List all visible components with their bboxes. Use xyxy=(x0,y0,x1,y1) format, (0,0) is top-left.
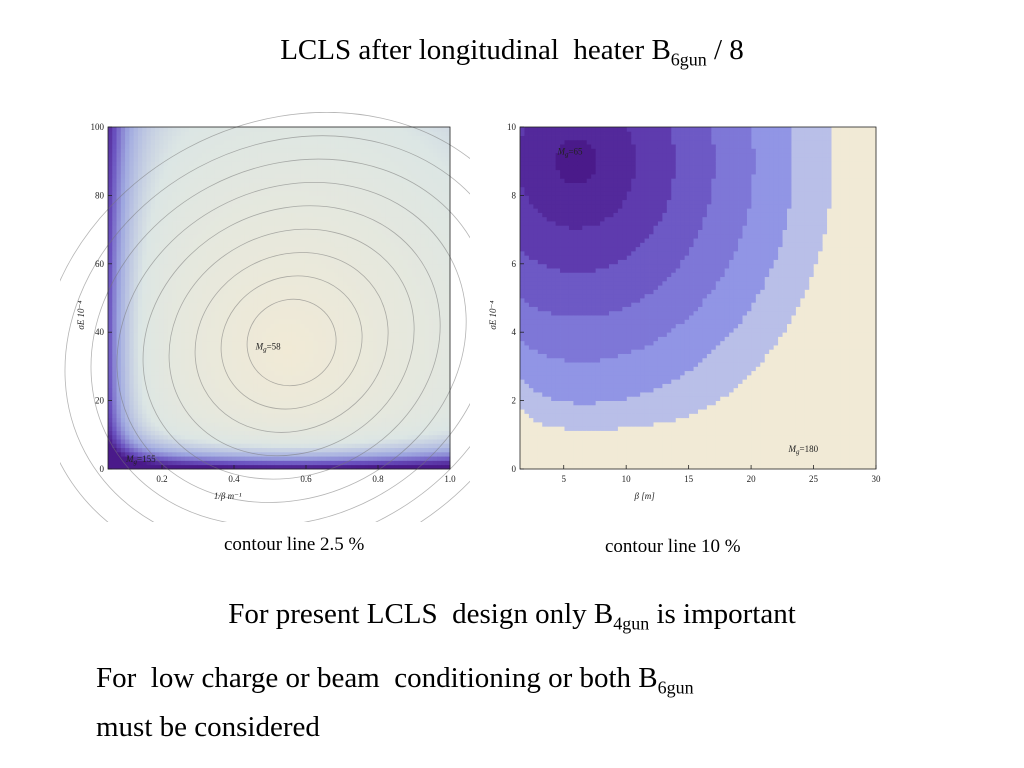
x-axis-label: 1/β m⁻¹ xyxy=(214,491,242,501)
title-main: LCLS after longitudinal heater B xyxy=(280,34,671,66)
x-tick-label: 1.0 xyxy=(444,474,456,484)
x-tick-label: 0.4 xyxy=(228,474,240,484)
contour-label: Mg=180 xyxy=(788,444,819,456)
note2-text: For low charge or beam conditioning or b… xyxy=(96,662,658,694)
note1-text: For present LCLS design only B xyxy=(228,598,614,630)
contour-label: Mg=58 xyxy=(255,341,282,353)
x-tick-label: 5 xyxy=(561,474,566,484)
contour-ring xyxy=(142,205,441,480)
y-tick-label: 4 xyxy=(512,327,517,337)
x-tick-label: 25 xyxy=(809,474,819,484)
y-tick-label: 10 xyxy=(507,122,517,132)
note-low-charge: For low charge or beam conditioning or b… xyxy=(96,658,694,747)
contour-ring xyxy=(220,275,363,410)
heatmap-field xyxy=(520,127,877,470)
x-tick-label: 15 xyxy=(684,474,694,484)
y-axis-label: σE 10⁻⁴ xyxy=(488,301,498,330)
caption-left: contour line 2.5 % xyxy=(224,534,365,555)
contour-ring xyxy=(246,298,337,387)
y-tick-label: 8 xyxy=(512,190,517,200)
y-tick-label: 0 xyxy=(512,464,517,474)
x-axis-label: β [m] xyxy=(633,491,655,501)
heatmap-field xyxy=(108,127,451,470)
x-tick-label: 20 xyxy=(747,474,757,484)
note-present-design: For present LCLS design only B4gun is im… xyxy=(0,598,1024,634)
y-tick-label: 6 xyxy=(512,259,517,269)
plot-frame xyxy=(107,126,451,470)
y-tick-label: 80 xyxy=(95,190,105,200)
contour-label: Mg=65 xyxy=(556,146,583,158)
contour-lines xyxy=(60,112,470,522)
x-tick-label: 30 xyxy=(872,474,882,484)
caption-right: contour line 10 % xyxy=(605,536,741,557)
y-tick-label: 40 xyxy=(95,327,105,337)
contour-label: Mg=155 xyxy=(125,454,156,466)
note1-subscript: 4gun xyxy=(613,613,650,634)
contour-ring xyxy=(90,158,470,522)
slide-title: LCLS after longitudinal heater B6gun / 8 xyxy=(0,34,1024,70)
title-subscript: 6gun xyxy=(670,49,707,70)
x-tick-label: 10 xyxy=(622,474,632,484)
contour-ring xyxy=(64,135,470,522)
y-tick-label: 0 xyxy=(100,464,105,474)
note2-subscript: 6gun xyxy=(657,677,694,698)
left-contour-plot: 0.2 0.4 0.6 0.8 1.0 0 20 40 60 80 100 1/β m⁻¹ σE 10⁻… xyxy=(60,112,470,522)
title-tail: / 8 xyxy=(706,34,744,66)
note2-line2: must be considered xyxy=(96,711,320,744)
y-tick-label: 100 xyxy=(91,122,105,132)
contour-ring xyxy=(194,252,389,433)
y-axis-label: σE 10⁻⁴ xyxy=(76,301,86,330)
x-tick-label: 0.8 xyxy=(372,474,384,484)
plot-frame xyxy=(519,126,877,470)
y-tick-label: 2 xyxy=(512,396,517,406)
contour-ring xyxy=(168,228,415,457)
y-tick-label: 20 xyxy=(95,396,105,406)
y-tick-label: 60 xyxy=(95,259,105,269)
contour-ring xyxy=(116,182,467,503)
contour-ring xyxy=(60,112,470,522)
x-tick-label: 0.2 xyxy=(156,474,167,484)
note1-tail: is important xyxy=(649,598,796,630)
x-tick-label: 0.6 xyxy=(300,474,312,484)
